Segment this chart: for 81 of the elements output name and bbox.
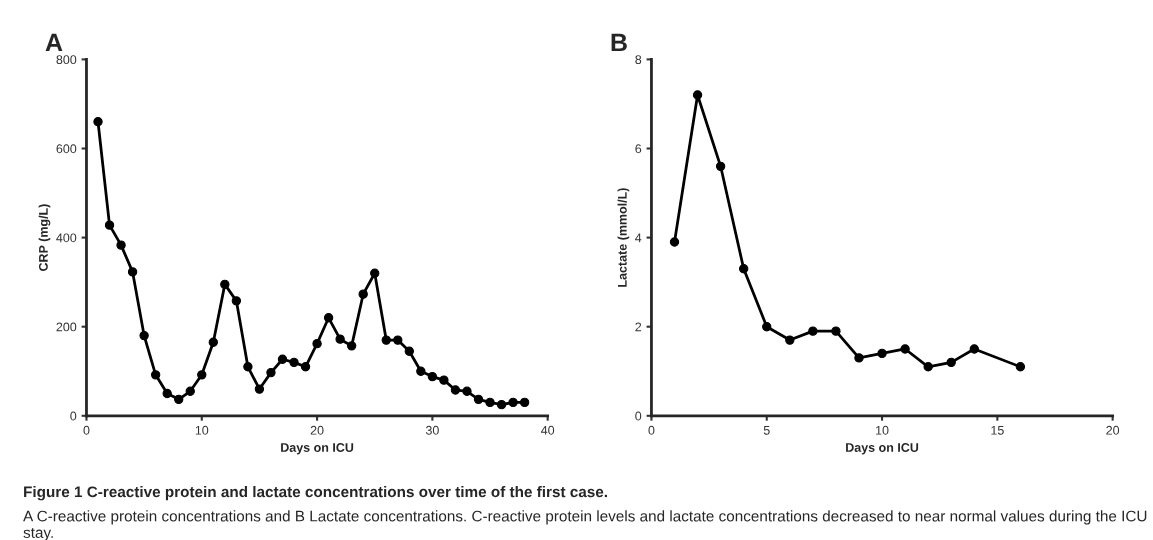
point — [785, 335, 795, 345]
x-tick-label: 5 — [763, 425, 770, 435]
x-tick-label: 0 — [648, 425, 655, 435]
x-tick-label: 30 — [425, 425, 439, 435]
point — [715, 161, 726, 172]
point — [381, 335, 391, 345]
x-axis-title: Days on ICU — [846, 443, 919, 455]
point — [404, 346, 414, 356]
point — [185, 386, 195, 396]
x-axis-title: Days on ICU — [281, 443, 354, 455]
point — [416, 366, 426, 376]
y-tick-label: 600 — [56, 144, 77, 154]
point — [692, 90, 703, 100]
point — [508, 397, 518, 408]
point — [808, 326, 818, 336]
y-tick-label: 6 — [635, 144, 642, 154]
x-tick-label: 10 — [876, 425, 889, 435]
point — [312, 338, 322, 349]
point — [346, 341, 357, 351]
point — [127, 267, 138, 277]
caption: Figure 1 C-reactive protein and lactate concentrations over time of the first case. — [24, 486, 607, 501]
point — [93, 117, 103, 127]
point — [519, 397, 530, 408]
point — [266, 367, 276, 378]
x-tick-label: 40 — [541, 425, 555, 435]
point — [220, 279, 230, 290]
point — [231, 296, 242, 306]
y-tick-label: 8 — [635, 55, 642, 65]
point — [289, 357, 299, 368]
x-tick-label: 20 — [1106, 425, 1120, 435]
y-axis-title: Lactate (mmol/L) — [617, 188, 630, 287]
y-tick-label: 2 — [635, 322, 642, 332]
point — [427, 371, 438, 382]
point — [900, 344, 910, 354]
chart-title: A — [45, 33, 63, 52]
x-tick-label: 15 — [991, 425, 1004, 435]
text: A C-reactive protein concentrations and B Lactate concentrations. C-reactive protein levels and lactate concentrations decreased to near normal values during the ICU stay. — [23, 510, 1147, 540]
point — [439, 375, 449, 385]
point — [150, 370, 161, 380]
point — [669, 237, 680, 247]
point — [174, 394, 184, 404]
point — [739, 264, 749, 274]
point — [762, 322, 772, 332]
point — [1015, 362, 1026, 372]
point — [277, 354, 288, 364]
point — [139, 330, 149, 341]
point — [854, 353, 864, 363]
chart-title: B — [611, 33, 627, 52]
point — [335, 334, 345, 344]
point — [208, 337, 218, 347]
point — [485, 397, 495, 408]
point — [243, 362, 253, 372]
y-axis-title: CRP (mg/L) — [38, 204, 51, 271]
point — [496, 399, 507, 410]
point — [473, 394, 484, 404]
point — [462, 386, 472, 396]
point — [450, 385, 461, 395]
point — [162, 388, 172, 399]
point — [116, 240, 126, 250]
point — [923, 362, 933, 372]
x-tick-label: 10 — [195, 425, 209, 435]
x-tick-label: 20 — [310, 425, 324, 435]
y-tick-label: 0 — [70, 411, 77, 421]
y-tick-label: 800 — [56, 55, 77, 65]
point — [877, 348, 887, 359]
y-tick-label: 400 — [56, 233, 77, 243]
point — [969, 344, 979, 354]
point — [300, 362, 311, 372]
point — [323, 313, 334, 323]
point — [197, 370, 207, 380]
y-tick-label: 200 — [56, 322, 77, 332]
y-tick-label: 4 — [635, 233, 642, 243]
point — [393, 335, 403, 345]
point — [831, 326, 841, 336]
point — [104, 220, 115, 230]
point — [946, 357, 956, 368]
point — [358, 289, 368, 299]
point — [254, 384, 265, 394]
x-tick-label: 0 — [83, 425, 90, 435]
y-tick-label: 0 — [635, 411, 642, 421]
point — [370, 268, 380, 278]
